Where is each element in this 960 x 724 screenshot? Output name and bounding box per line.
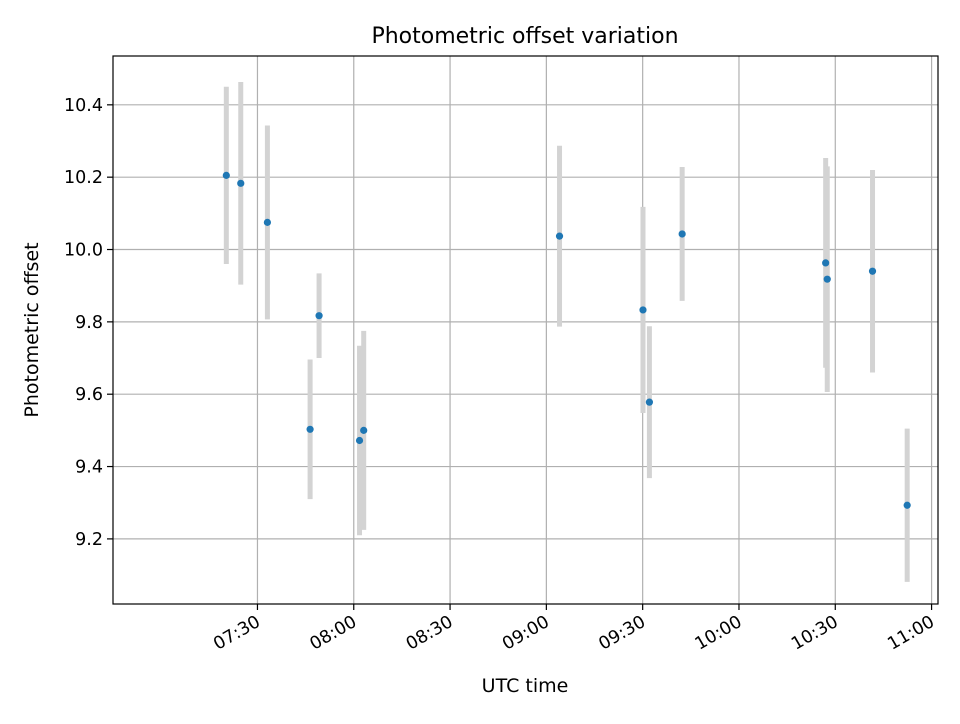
data-point: [315, 312, 323, 320]
y-tick-label: 9.2: [75, 530, 103, 550]
y-tick-label: 10.2: [64, 168, 103, 188]
data-point: [823, 275, 831, 283]
data-point: [868, 267, 877, 275]
errorbar-layer: [223, 82, 910, 582]
plot-frame: [112, 55, 939, 605]
x-tick-label: 09:30: [595, 612, 649, 655]
data-point: [822, 259, 830, 267]
x-tick-label: 09:00: [499, 612, 553, 655]
data-point: [306, 425, 314, 433]
grid-layer: [113, 56, 938, 604]
y-tick-label: 9.6: [75, 385, 103, 405]
x-axis-label: UTC time: [482, 675, 569, 697]
data-point: [639, 306, 647, 314]
data-point: [222, 171, 230, 179]
y-axis-ticks: 9.2 9.4 9.6 9.8 10.0 10.2 10.4: [64, 96, 113, 550]
data-point: [903, 501, 911, 509]
y-tick-label: 10.0: [64, 241, 103, 261]
x-tick-label: 10:00: [692, 612, 746, 655]
data-point: [645, 398, 654, 406]
y-tick-label: 9.4: [75, 458, 103, 478]
x-tick-label: 08:30: [403, 612, 457, 655]
x-tick-label: 11:00: [884, 612, 938, 655]
marker-layer: [222, 171, 911, 509]
chart-title: Photometric offset variation: [371, 24, 678, 49]
x-tick-label: 10:30: [788, 612, 842, 655]
y-tick-label: 10.4: [64, 96, 103, 116]
x-tick-label: 08:00: [307, 612, 361, 655]
y-tick-label: 9.8: [75, 313, 103, 333]
data-point: [555, 232, 564, 240]
data-point: [360, 426, 368, 434]
data-point: [237, 179, 245, 187]
data-point: [355, 436, 364, 445]
x-tick-label: 07:30: [210, 612, 264, 655]
y-axis-label: Photometric offset: [21, 242, 43, 417]
x-axis-ticks: 07:30 08:00 08:30 09:00 09:30 10:00 10:30 11:00: [210, 604, 938, 655]
data-point: [678, 230, 686, 238]
data-point: [263, 218, 272, 226]
